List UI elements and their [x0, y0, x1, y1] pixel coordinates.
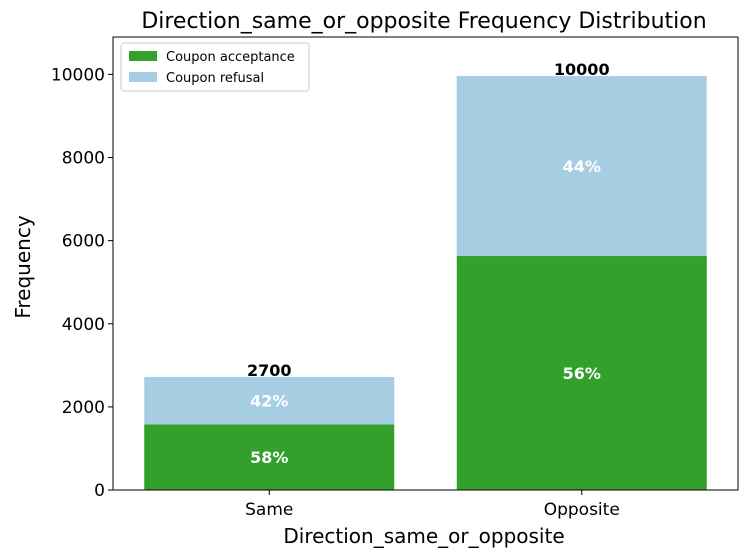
- bar-total-label: 10000: [554, 60, 610, 79]
- bar-percent-label: 42%: [250, 392, 288, 411]
- y-tick-label: 8000: [62, 149, 105, 169]
- bar-opposite-series-1: [456, 256, 707, 490]
- y-axis-label: Frequency: [11, 215, 35, 318]
- plot-area: 58% 42% 2700 Same 56% 44% 10000 Opposite 0 2000 40…: [51, 36, 739, 520]
- legend-box: [120, 42, 310, 92]
- bar-same-series-2: [144, 376, 395, 425]
- legend-label: Coupon acceptance: [166, 50, 295, 65]
- bar-percent-label: 58%: [250, 448, 288, 467]
- x-axis-label: Direction_same_or_opposite: [283, 524, 564, 548]
- bar-percent-label: 44%: [563, 157, 601, 176]
- bar-same-series-1: [144, 424, 395, 490]
- legend-swatch: [129, 72, 157, 82]
- x-tick-label: Same: [245, 500, 293, 520]
- bar-percent-label: 56%: [563, 364, 601, 383]
- plot-frame: [112, 36, 739, 491]
- y-tick-label: 6000: [62, 232, 105, 252]
- y-tick-label: 4000: [62, 315, 105, 335]
- legend-label: Coupon refusal: [166, 71, 264, 86]
- chart-title: Direction_same_or_opposite Frequency Dis…: [141, 9, 706, 34]
- legend-swatch: [129, 51, 157, 61]
- y-tick-label: 2000: [62, 398, 105, 418]
- bar-opposite-series-2: [456, 76, 707, 257]
- y-tick-label: 0: [94, 481, 105, 501]
- bar-total-label: 2700: [247, 361, 292, 380]
- y-tick-label: 10000: [51, 65, 105, 85]
- legend: Coupon acceptance Coupon refusal: [120, 42, 310, 92]
- x-tick-label: Opposite: [544, 500, 620, 520]
